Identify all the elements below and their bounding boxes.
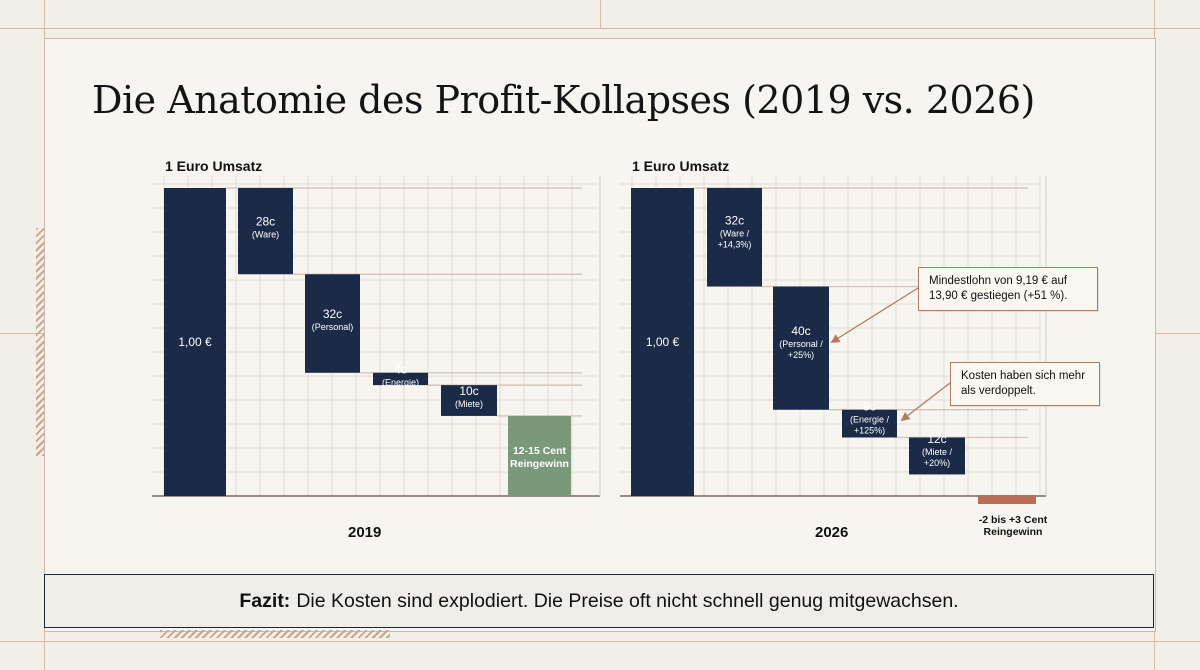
profit-bar-label: Reingewinn bbox=[984, 526, 1043, 538]
cost-bar-value: 32c bbox=[323, 307, 342, 321]
callout-arrow-personal bbox=[830, 287, 919, 343]
cost-bar bbox=[773, 286, 829, 410]
callout-mindestlohn: Mindestlohn von 9,19 € auf 13,90 € gesti… bbox=[918, 267, 1098, 311]
cost-bar bbox=[441, 385, 497, 416]
cost-bar-value: 28c bbox=[256, 215, 275, 229]
frame-line bbox=[0, 28, 1200, 29]
xlabel-2019: 2019 bbox=[348, 524, 382, 541]
cost-bar-value: 4c bbox=[394, 362, 407, 376]
total-bar bbox=[631, 188, 694, 496]
cost-bar bbox=[305, 274, 360, 373]
frame-line bbox=[600, 0, 601, 28]
cost-bar-sublabel: (Energie / bbox=[850, 415, 890, 425]
cost-bar-sublabel: +25%) bbox=[788, 350, 814, 360]
profit-bar-label: -2 bis +3 Cent bbox=[979, 514, 1048, 526]
fazit-text: Die Kosten sind explodiert. Die Preise o… bbox=[296, 589, 959, 612]
cost-bar-value: 32c bbox=[725, 213, 744, 227]
cost-bar-value: 12c bbox=[927, 432, 946, 446]
cost-bar-sublabel: +20%) bbox=[924, 458, 950, 468]
cost-bar-sublabel: (Miete) bbox=[455, 399, 483, 409]
cost-bar-sublabel: +125%) bbox=[854, 426, 885, 436]
cost-bar bbox=[909, 437, 965, 475]
page-title: Die Anatomie des Profit-Kollapses (2019 … bbox=[92, 78, 1035, 122]
cost-bar bbox=[707, 188, 762, 287]
callout-arrow-energie bbox=[900, 382, 951, 422]
profit-bar bbox=[508, 415, 571, 496]
cost-bar-sublabel: (Ware) bbox=[252, 230, 279, 240]
cost-bar-sublabel: (Miete / bbox=[922, 447, 953, 457]
cost-bar-sublabel: (Personal) bbox=[312, 322, 354, 332]
xlabel-2026: 2026 bbox=[815, 524, 849, 541]
callout-kosten: Kosten haben sich mehr als verdoppelt. bbox=[950, 362, 1100, 406]
cost-bar bbox=[373, 372, 428, 386]
cost-bar-sublabel: (Energie) bbox=[382, 377, 419, 387]
cost-bar-value: 40c bbox=[791, 324, 810, 338]
total-bar-label: 1,00 € bbox=[646, 335, 680, 349]
profit-bar-label: Reingewinn bbox=[510, 458, 569, 470]
chart-label-2026: 1 Euro Umsatz bbox=[632, 158, 730, 174]
cost-bar-value: 10c bbox=[459, 384, 478, 398]
total-bar bbox=[164, 188, 226, 496]
fazit-label: Fazit: bbox=[239, 589, 291, 612]
profit-bar-label: 12-15 Cent bbox=[513, 445, 567, 457]
cost-bar bbox=[842, 409, 897, 438]
profit-bar bbox=[978, 495, 1036, 504]
cost-bar-sublabel: (Personal / bbox=[779, 339, 823, 349]
cost-bar-sublabel: +14,3%) bbox=[718, 239, 752, 249]
decorative-hatch bbox=[36, 228, 44, 456]
frame-line bbox=[0, 641, 1200, 642]
decorative-hatch bbox=[160, 630, 390, 638]
cost-bar-value: 9c bbox=[863, 400, 876, 414]
fazit-box: Fazit: Die Kosten sind explodiert. Die P… bbox=[44, 574, 1154, 628]
total-bar-label: 1,00 € bbox=[178, 335, 212, 349]
chart-label-2019: 1 Euro Umsatz bbox=[165, 158, 263, 174]
frame-line bbox=[1120, 333, 1200, 334]
cost-bar-sublabel: (Ware / bbox=[720, 228, 750, 238]
cost-bar bbox=[238, 188, 293, 275]
